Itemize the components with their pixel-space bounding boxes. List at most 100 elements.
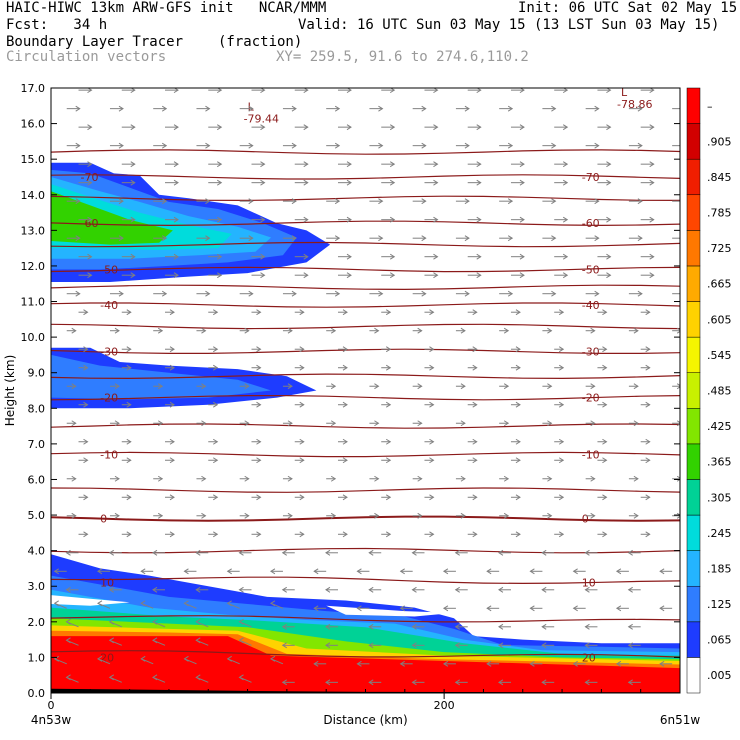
circulation-vector-head (183, 655, 189, 662)
circulation-vector-head (584, 586, 590, 593)
circulation-vector-head (606, 216, 612, 223)
circulation-vector-head (173, 179, 179, 186)
circulation-vector-head (342, 401, 348, 408)
circulation-vector-head (83, 531, 89, 538)
circulation-vector-head (161, 105, 168, 112)
circulation-vector-head (547, 512, 553, 519)
circulation-vector-head (287, 475, 293, 482)
circulation-vector-head (590, 512, 596, 519)
circulation-vector-head (140, 655, 146, 662)
circulation-vector-head (633, 420, 639, 427)
contour-label: 10 (100, 577, 114, 590)
circulation-vector-head (417, 383, 423, 390)
circulation-vector-head (454, 679, 460, 686)
circulation-vector-head (385, 309, 392, 316)
circulation-vector-head (590, 420, 596, 427)
circulation-vector-head (433, 216, 439, 223)
circulation-vector-head (303, 272, 309, 279)
circulation-vector-head (558, 531, 565, 538)
circulation-vector-head (378, 235, 384, 242)
circulation-vector-head (256, 457, 262, 464)
circulation-vector-head (464, 198, 470, 205)
circulation-vector-head (299, 364, 305, 371)
circulation-vector-head (118, 235, 124, 242)
circulation-vector-head (346, 272, 352, 279)
circulation-vector-head (421, 235, 427, 242)
circulation-vector-head (130, 253, 136, 260)
circulation-vector-head (541, 549, 547, 556)
circulation-vector-head (334, 290, 341, 297)
circulation-vector-head (216, 124, 223, 131)
circulation-vector-head (442, 605, 449, 612)
circulation-vector-head (681, 199, 685, 204)
temperature-contour (51, 423, 680, 429)
circulation-vector-head (325, 642, 331, 649)
circulation-vector-head (342, 364, 348, 371)
temperature-contour (51, 348, 680, 354)
circulation-vector-head (157, 327, 164, 334)
circulation-vector-head (65, 549, 71, 556)
circulation-vector-head (374, 383, 380, 390)
circulation-vector-head (287, 327, 293, 334)
colorbar-swatch (686, 87, 701, 124)
circulation-vector-head (606, 161, 612, 168)
circulation-vector-head (606, 272, 612, 279)
circulation-vector-head (299, 494, 305, 501)
circulation-vector-head (342, 457, 348, 464)
circulation-vector-head (53, 600, 59, 607)
circulation-vector-head (83, 457, 89, 464)
circulation-vector-head (216, 179, 223, 186)
header-init-time: Init: 06 UTC Sat 02 May 15 (518, 0, 738, 16)
circulation-vector-head (169, 531, 175, 538)
circulation-vector-head (433, 124, 439, 131)
colorbar-swatch (686, 657, 701, 694)
circulation-vector-head (205, 235, 211, 242)
circulation-vector-head (244, 383, 250, 390)
circulation-vector-head (519, 179, 525, 186)
circulation-vector-head (551, 235, 557, 242)
circulation-vector-head (547, 475, 553, 482)
circulation-vector-head (71, 327, 77, 334)
circulation-vector-head (460, 475, 466, 482)
circulation-vector-head (519, 272, 525, 279)
circulation-vector-head (114, 475, 120, 482)
colorbar-label: – (707, 100, 713, 113)
minimum-value: -79.44 (244, 112, 279, 125)
circulation-vector-head (681, 143, 685, 148)
circulation-vector-head (572, 660, 578, 667)
circulation-vector-head (260, 124, 266, 131)
circulation-vector-head (65, 586, 71, 593)
circulation-vector-head (256, 364, 262, 371)
circulation-vector-head (659, 605, 665, 612)
circulation-vector-head (385, 494, 392, 501)
circulation-vector-head (130, 216, 136, 223)
contour-label: -20 (100, 392, 118, 405)
header-model-title: HAIC-HIWC 13km ARW-GFS init NCAR/MMM (6, 0, 327, 16)
circulation-vector-head (183, 568, 189, 575)
circulation-vector-head (417, 420, 423, 427)
circulation-vector-head (637, 198, 643, 205)
circulation-vector-head (118, 198, 124, 205)
circulation-vector-head (248, 235, 254, 242)
circulation-vector-head (126, 401, 132, 408)
contour-label: 0 (100, 513, 107, 526)
circulation-vector-head (472, 494, 478, 501)
circulation-vector-head (87, 216, 93, 223)
circulation-vector-head (212, 364, 219, 371)
contour-label: 10 (582, 577, 596, 590)
circulation-vector-head (108, 549, 115, 556)
circulation-vector-head (584, 679, 590, 686)
y-tick-label: 12.0 (21, 260, 46, 273)
y-tick-label: 16.0 (21, 118, 46, 131)
circulation-vector-head (515, 346, 521, 353)
colorbar-label: .125 (707, 598, 732, 611)
header-field-units: (fraction) (218, 34, 303, 50)
circulation-vector-head (201, 420, 207, 427)
circulation-vector-head (421, 142, 427, 149)
circulation-vector-head (515, 364, 521, 371)
circulation-vector-head (87, 272, 93, 279)
contour-label: -20 (582, 392, 600, 405)
circulation-vector-head (212, 346, 219, 353)
circulation-vector-head (173, 253, 179, 260)
colorbar-label: .665 (707, 278, 732, 291)
